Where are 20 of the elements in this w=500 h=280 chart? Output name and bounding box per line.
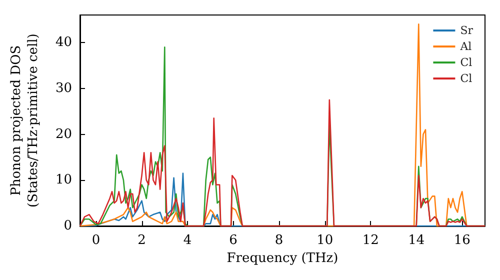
legend-label: Sr — [460, 24, 474, 37]
x-tick-label: 2 — [138, 233, 146, 248]
x-tick-label: 6 — [229, 233, 238, 248]
x-axis-title: Frequency (THz) — [226, 250, 338, 266]
legend-label: Cl — [460, 72, 473, 85]
legend-label: Al — [459, 40, 472, 53]
x-tick-label: 8 — [274, 233, 284, 248]
x-tick-label: 14 — [408, 233, 425, 248]
x-tick-label: 10 — [316, 233, 334, 248]
y-tick-label: 20 — [55, 126, 72, 142]
x-tick-label: 16 — [454, 233, 470, 248]
x-tick-label: 12 — [362, 233, 379, 248]
legend-label: Cl — [460, 56, 473, 69]
y-tick-label: 30 — [55, 80, 72, 96]
y-tick-label: 0 — [64, 218, 72, 234]
x-tick-label: 4 — [183, 233, 192, 248]
y-tick-label: 10 — [55, 172, 72, 188]
x-tick-label: 0 — [92, 233, 100, 248]
y-tick-label: 40 — [55, 35, 72, 50]
y-axis-title: Phonon projected DOS (States/THz·primitive cell) — [9, 33, 41, 208]
